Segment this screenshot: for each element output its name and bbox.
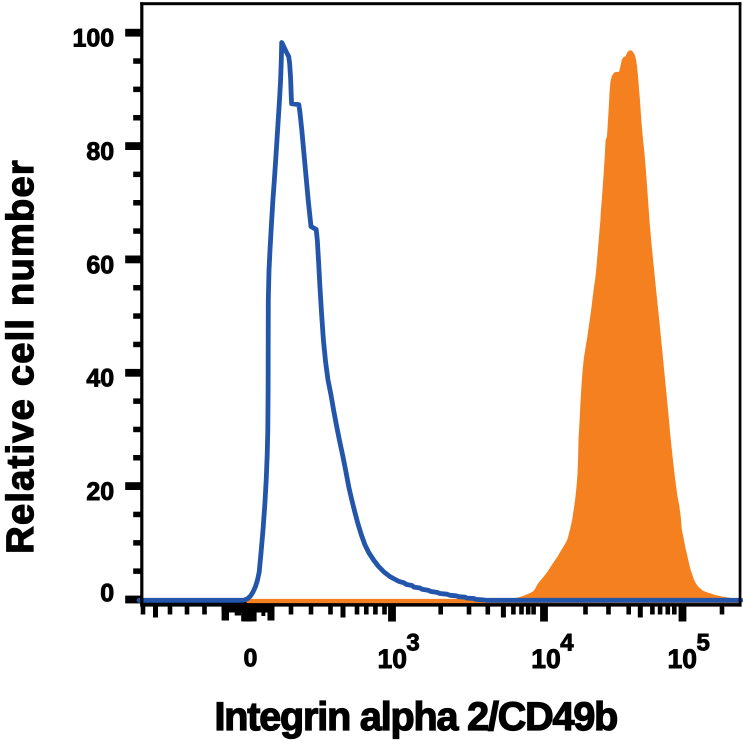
svg-text:4: 4: [560, 630, 574, 657]
svg-text:40: 40: [86, 365, 114, 393]
svg-text:10: 10: [377, 644, 406, 674]
svg-text:10: 10: [668, 644, 697, 674]
svg-text:3: 3: [406, 630, 419, 657]
svg-text:Integrin alpha 2/CD49b: Integrin alpha 2/CD49b: [214, 695, 617, 739]
svg-text:0: 0: [100, 580, 114, 608]
svg-text:10: 10: [531, 644, 560, 674]
svg-text:100: 100: [72, 24, 114, 52]
svg-text:80: 80: [86, 138, 114, 166]
svg-text:20: 20: [86, 478, 114, 506]
svg-text:0: 0: [243, 645, 257, 673]
svg-text:60: 60: [86, 252, 114, 280]
svg-text:5: 5: [697, 630, 710, 657]
svg-text:Relative cell number: Relative cell number: [0, 159, 42, 554]
